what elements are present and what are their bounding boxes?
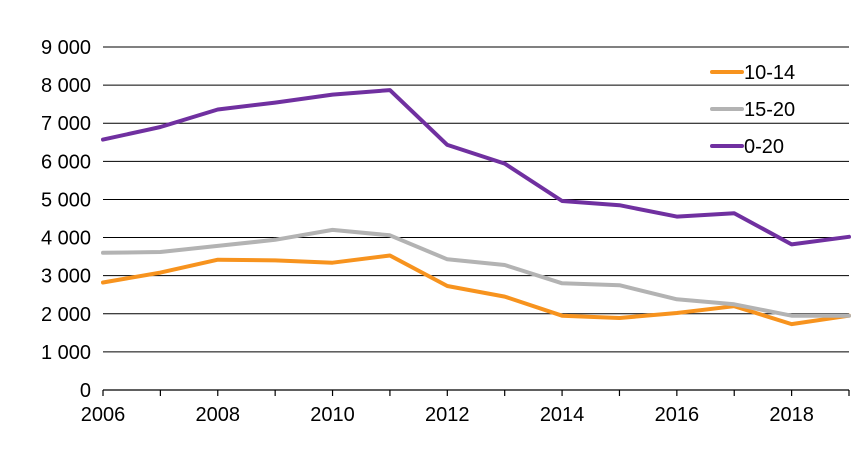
y-tick-label: 8 000 [41,75,91,97]
x-axis-tick-labels: 2006 2008 2010 2012 2014 2016 2018 [81,404,814,426]
x-tick-label: 2018 [769,404,814,426]
x-tick-label: 2008 [196,404,241,426]
x-axis [102,389,850,396]
y-tick-label: 3 000 [41,266,91,288]
series-line-0-20 [101,88,851,247]
y-axis-tick-labels: 0 1 000 2 000 3 000 4 000 5 000 6 000 7 000 8 00… [41,37,91,402]
x-tick-label: 2016 [655,404,700,426]
grid-lines [103,46,849,353]
y-tick-label: 5 000 [41,189,91,211]
legend-label-10-14: 10-14 [744,62,795,84]
series-line-15-20 [101,227,851,318]
legend-label-0-20: 0-20 [744,136,784,158]
series-line-10-14 [101,253,851,327]
y-tick-label: 4 000 [41,228,91,250]
x-tick-label: 2006 [81,404,126,426]
legend: 10-14 15-20 0-20 [710,62,795,158]
series-lines [101,88,851,327]
y-tick-label: 1 000 [41,342,91,364]
legend-label-15-20: 15-20 [744,99,795,121]
x-tick-label: 2010 [310,404,355,426]
y-tick-label: 9 000 [41,37,91,59]
y-tick-label: 7 000 [41,113,91,135]
x-tick-label: 2014 [540,404,585,426]
y-tick-label: 6 000 [41,151,91,173]
x-tick-label: 2012 [425,404,470,426]
y-tick-label: 0 [80,380,91,402]
y-tick-label: 2 000 [41,304,91,326]
